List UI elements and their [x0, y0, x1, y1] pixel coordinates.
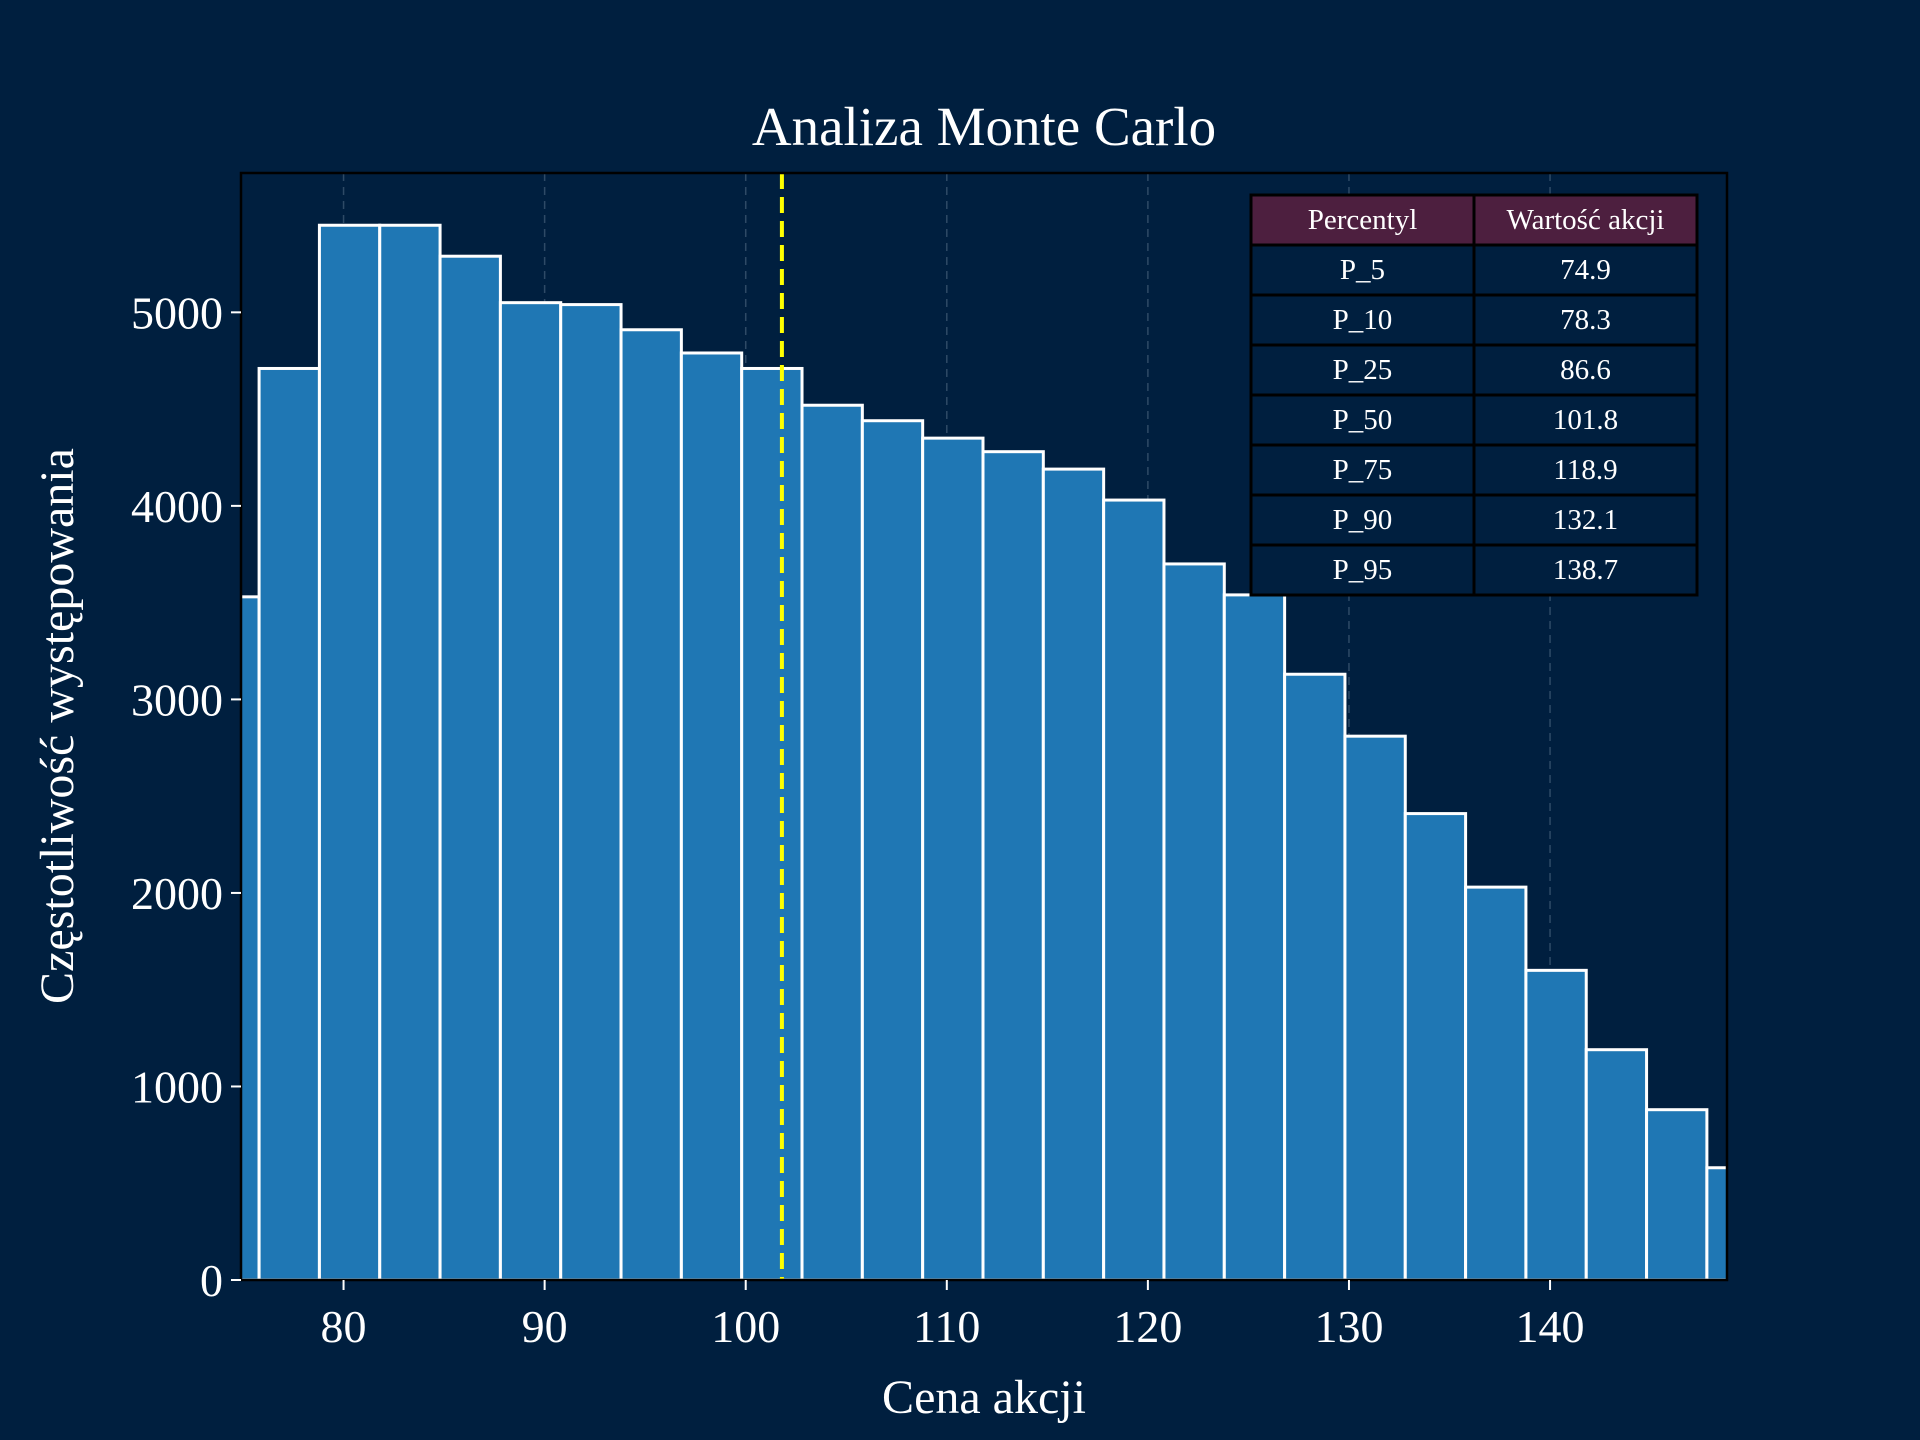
table-cell: [1249, 393, 1476, 447]
table-cell: [1472, 493, 1699, 547]
y-axis-ticks: 0 1000 2000 3000 4000 5000: [131, 287, 241, 1306]
histogram-bar: [800, 403, 864, 1280]
x-tick-label: 120: [1113, 1301, 1182, 1352]
x-tick-label: 130: [1314, 1301, 1383, 1352]
plot-frame: [239, 171, 1729, 1282]
table-header-text: Percentyl: [1308, 204, 1418, 236]
table-cell-text: P_50: [1333, 404, 1393, 436]
histogram-bar: [317, 223, 382, 1280]
histogram-bar: [1102, 498, 1166, 1280]
table-cell-text: P_10: [1333, 304, 1393, 336]
histogram-bar: [740, 366, 804, 1280]
histogram-bar: [1645, 1108, 1709, 1280]
histogram-bar: [679, 351, 744, 1280]
histogram-bar: [1584, 1048, 1649, 1280]
y-axis-label: Częstotliwość występowania: [31, 448, 84, 1004]
histogram-bar: [921, 436, 985, 1280]
y-tick-label: 4000: [131, 481, 223, 532]
table-cell: [1249, 243, 1476, 297]
table-cell-text: 118.9: [1553, 454, 1617, 486]
table-cell-text: 86.6: [1560, 354, 1611, 386]
x-tick-label: 80: [321, 1301, 367, 1352]
histogram-bar: [1283, 672, 1347, 1280]
y-tick-label: 3000: [131, 674, 223, 725]
histogram-bar: [1403, 812, 1468, 1280]
histogram-bar: [1343, 734, 1407, 1280]
histogram-bar: [498, 301, 563, 1280]
table-cell-text: 74.9: [1560, 254, 1611, 286]
histogram-bar: [1162, 562, 1226, 1280]
y-tick-label: 5000: [131, 287, 223, 338]
x-tick-label: 140: [1516, 1301, 1585, 1352]
table-cell-text: P_75: [1333, 454, 1393, 486]
y-tick-label: 0: [200, 1255, 223, 1306]
histogram-bar: [438, 254, 502, 1280]
x-tick-label: 110: [913, 1301, 980, 1352]
histogram-bar: [1041, 467, 1106, 1280]
table-cell-text: P_95: [1333, 554, 1393, 586]
histogram-bar: [981, 450, 1045, 1280]
table-header-text: Wartość akcji: [1507, 204, 1665, 236]
x-tick-label: 90: [522, 1301, 568, 1352]
table-cell-text: 78.3: [1560, 304, 1611, 336]
histogram-bar: [1524, 968, 1588, 1280]
y-tick-label: 1000: [131, 1061, 223, 1112]
table-header-cell: [1472, 193, 1699, 247]
x-axis-label: Cena akcji: [882, 1371, 1086, 1424]
histogram-bar: [1464, 885, 1528, 1280]
histogram-bars: [241, 223, 1727, 1280]
histogram-bar: [860, 419, 925, 1280]
table-cell-text: P_90: [1333, 504, 1393, 536]
percentile-table: Percentyl Wartość akcji P_5 74.9 P_10 78.3 P_2…: [1249, 193, 1699, 597]
table-cell: [1472, 343, 1699, 397]
table-cell-text: P_25: [1333, 354, 1393, 386]
histogram-bar: [1222, 593, 1287, 1280]
chart-title: Analiza Monte Carlo: [752, 96, 1216, 157]
histogram-bar: [257, 366, 321, 1280]
histogram-bar: [1705, 1166, 1727, 1280]
table-cell-text: 101.8: [1553, 404, 1618, 436]
x-axis-ticks: 80 90 100 110 120 130 140: [321, 1280, 1585, 1352]
histogram-bar: [559, 303, 623, 1280]
histogram-bar: [378, 223, 442, 1280]
x-tick-label: 100: [711, 1301, 780, 1352]
table-cell-text: 132.1: [1553, 504, 1618, 536]
table-header-cell: [1249, 193, 1476, 247]
table-cell-text: P_5: [1340, 254, 1385, 286]
histogram-bar: [619, 328, 683, 1280]
table-cell: [1472, 543, 1699, 597]
y-tick-label: 2000: [131, 868, 223, 919]
table-cell-text: 138.7: [1553, 554, 1618, 586]
